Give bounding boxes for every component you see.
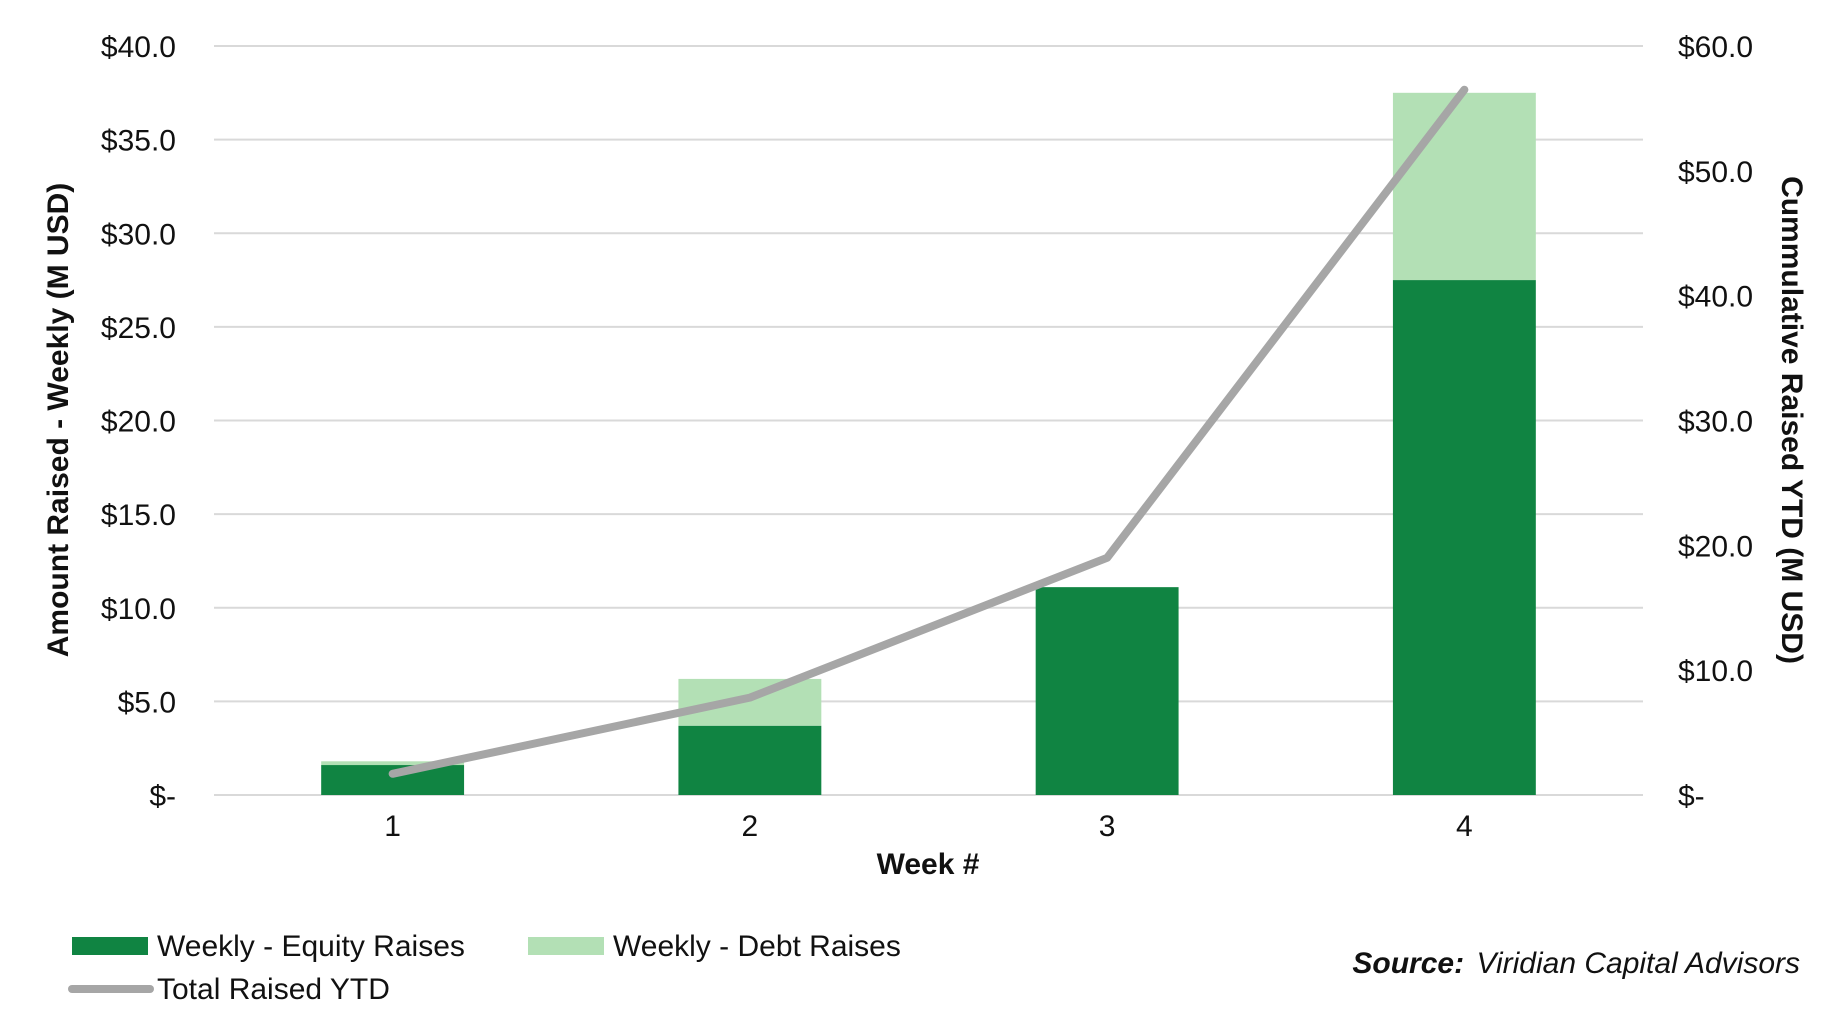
y-tick-label: $15.0 bbox=[101, 499, 176, 532]
bar-layer bbox=[321, 92, 1536, 795]
bar-equity bbox=[1392, 280, 1536, 795]
y-axis-title: Amount Raised - Weekly (M USD) bbox=[42, 183, 75, 658]
y2-tick-label: $- bbox=[1678, 780, 1705, 813]
y2-tick-label: $10.0 bbox=[1678, 655, 1753, 688]
y2-tick-label: $20.0 bbox=[1678, 530, 1753, 563]
y-tick-label: $25.0 bbox=[101, 312, 176, 345]
legend-label-total: Total Raised YTD bbox=[157, 973, 390, 1006]
bar-equity bbox=[678, 725, 822, 795]
bar-equity bbox=[1035, 587, 1179, 795]
gridlines bbox=[214, 45, 1643, 796]
legend: Weekly - Equity Raises Weekly - Debt Rai… bbox=[68, 930, 901, 1006]
y-tick-label: $35.0 bbox=[101, 125, 176, 158]
line-layer bbox=[388, 85, 1469, 778]
bar-debt bbox=[1392, 92, 1536, 281]
y-tick-label: $- bbox=[149, 780, 176, 813]
x-tick-label: 1 bbox=[384, 810, 401, 843]
x-tick-label: 3 bbox=[1099, 810, 1116, 843]
legend-swatch-debt bbox=[528, 937, 604, 955]
x-tick-label: 4 bbox=[1456, 810, 1473, 843]
y2-tick-label: $30.0 bbox=[1678, 406, 1753, 439]
source-name: Viridian Capital Advisors bbox=[1477, 947, 1800, 980]
source-label: Source: bbox=[1352, 947, 1464, 980]
y2-tick-label: $60.0 bbox=[1678, 31, 1753, 64]
legend-label-equity: Weekly - Equity Raises bbox=[157, 930, 465, 963]
y-tick-label: $20.0 bbox=[101, 406, 176, 439]
y-tick-label: $40.0 bbox=[101, 31, 176, 64]
bar-equity bbox=[321, 765, 465, 795]
y-tick-label: $5.0 bbox=[118, 686, 176, 719]
bar-debt bbox=[321, 761, 465, 766]
y2-axis-title: Cummulative Raised YTD (M USD) bbox=[1775, 176, 1808, 664]
y-tick-label: $30.0 bbox=[101, 218, 176, 251]
y2-tick-label: $40.0 bbox=[1678, 281, 1753, 314]
legend-swatch-equity bbox=[72, 937, 148, 955]
legend-label-debt: Weekly - Debt Raises bbox=[613, 930, 901, 963]
y2-tick-label: $50.0 bbox=[1678, 156, 1753, 189]
source-note: Source: Viridian Capital Advisors bbox=[1352, 947, 1800, 980]
bar-debt bbox=[678, 678, 822, 726]
axes: $- $5.0 $10.0 $15.0 $20.0 $25.0 $30.0 $35.0 $40.… bbox=[101, 31, 1753, 843]
y-tick-label: $10.0 bbox=[101, 593, 176, 626]
x-axis-title: Week # bbox=[877, 848, 980, 881]
line-total-raised-ytd bbox=[388, 85, 1469, 778]
x-tick-label: 2 bbox=[742, 810, 759, 843]
